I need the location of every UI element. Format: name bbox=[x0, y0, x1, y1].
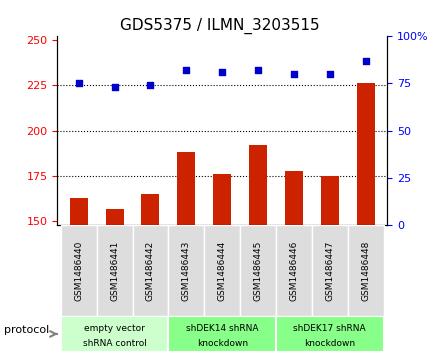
Text: shRNA control: shRNA control bbox=[83, 339, 147, 347]
FancyBboxPatch shape bbox=[348, 225, 384, 316]
Text: GSM1486446: GSM1486446 bbox=[290, 240, 298, 301]
Bar bbox=[285, 171, 303, 363]
Bar bbox=[70, 198, 88, 363]
Bar bbox=[249, 145, 267, 363]
FancyBboxPatch shape bbox=[312, 225, 348, 316]
Text: shDEK17 shRNA: shDEK17 shRNA bbox=[293, 324, 366, 333]
Point bbox=[326, 71, 334, 77]
Point bbox=[147, 82, 154, 88]
FancyBboxPatch shape bbox=[169, 316, 276, 352]
Bar bbox=[142, 194, 159, 363]
FancyBboxPatch shape bbox=[276, 316, 384, 352]
Text: GSM1486440: GSM1486440 bbox=[74, 240, 83, 301]
Bar bbox=[177, 152, 195, 363]
FancyBboxPatch shape bbox=[204, 225, 240, 316]
FancyBboxPatch shape bbox=[97, 225, 132, 316]
Bar bbox=[213, 174, 231, 363]
FancyBboxPatch shape bbox=[61, 225, 97, 316]
Text: knockdown: knockdown bbox=[304, 339, 356, 347]
Point bbox=[219, 69, 226, 75]
FancyBboxPatch shape bbox=[132, 225, 169, 316]
Text: GSM1486441: GSM1486441 bbox=[110, 240, 119, 301]
Bar bbox=[106, 209, 124, 363]
Text: GSM1486442: GSM1486442 bbox=[146, 240, 155, 301]
Text: shDEK14 shRNA: shDEK14 shRNA bbox=[186, 324, 258, 333]
Text: GSM1486445: GSM1486445 bbox=[253, 240, 263, 301]
Text: GSM1486447: GSM1486447 bbox=[325, 240, 334, 301]
Point bbox=[255, 68, 262, 73]
Text: GDS5375 / ILMN_3203515: GDS5375 / ILMN_3203515 bbox=[120, 18, 320, 34]
Point bbox=[362, 58, 369, 64]
Bar bbox=[321, 176, 339, 363]
FancyBboxPatch shape bbox=[169, 225, 204, 316]
FancyBboxPatch shape bbox=[240, 225, 276, 316]
Text: knockdown: knockdown bbox=[197, 339, 248, 347]
Text: GSM1486444: GSM1486444 bbox=[218, 240, 227, 301]
Text: GSM1486443: GSM1486443 bbox=[182, 240, 191, 301]
Bar bbox=[357, 83, 374, 363]
Text: empty vector: empty vector bbox=[84, 324, 145, 333]
Point bbox=[183, 68, 190, 73]
FancyBboxPatch shape bbox=[276, 225, 312, 316]
Text: GSM1486448: GSM1486448 bbox=[361, 240, 370, 301]
Text: protocol: protocol bbox=[4, 325, 50, 335]
FancyBboxPatch shape bbox=[61, 316, 169, 352]
Point bbox=[290, 71, 297, 77]
Point bbox=[75, 81, 82, 86]
Point bbox=[111, 84, 118, 90]
